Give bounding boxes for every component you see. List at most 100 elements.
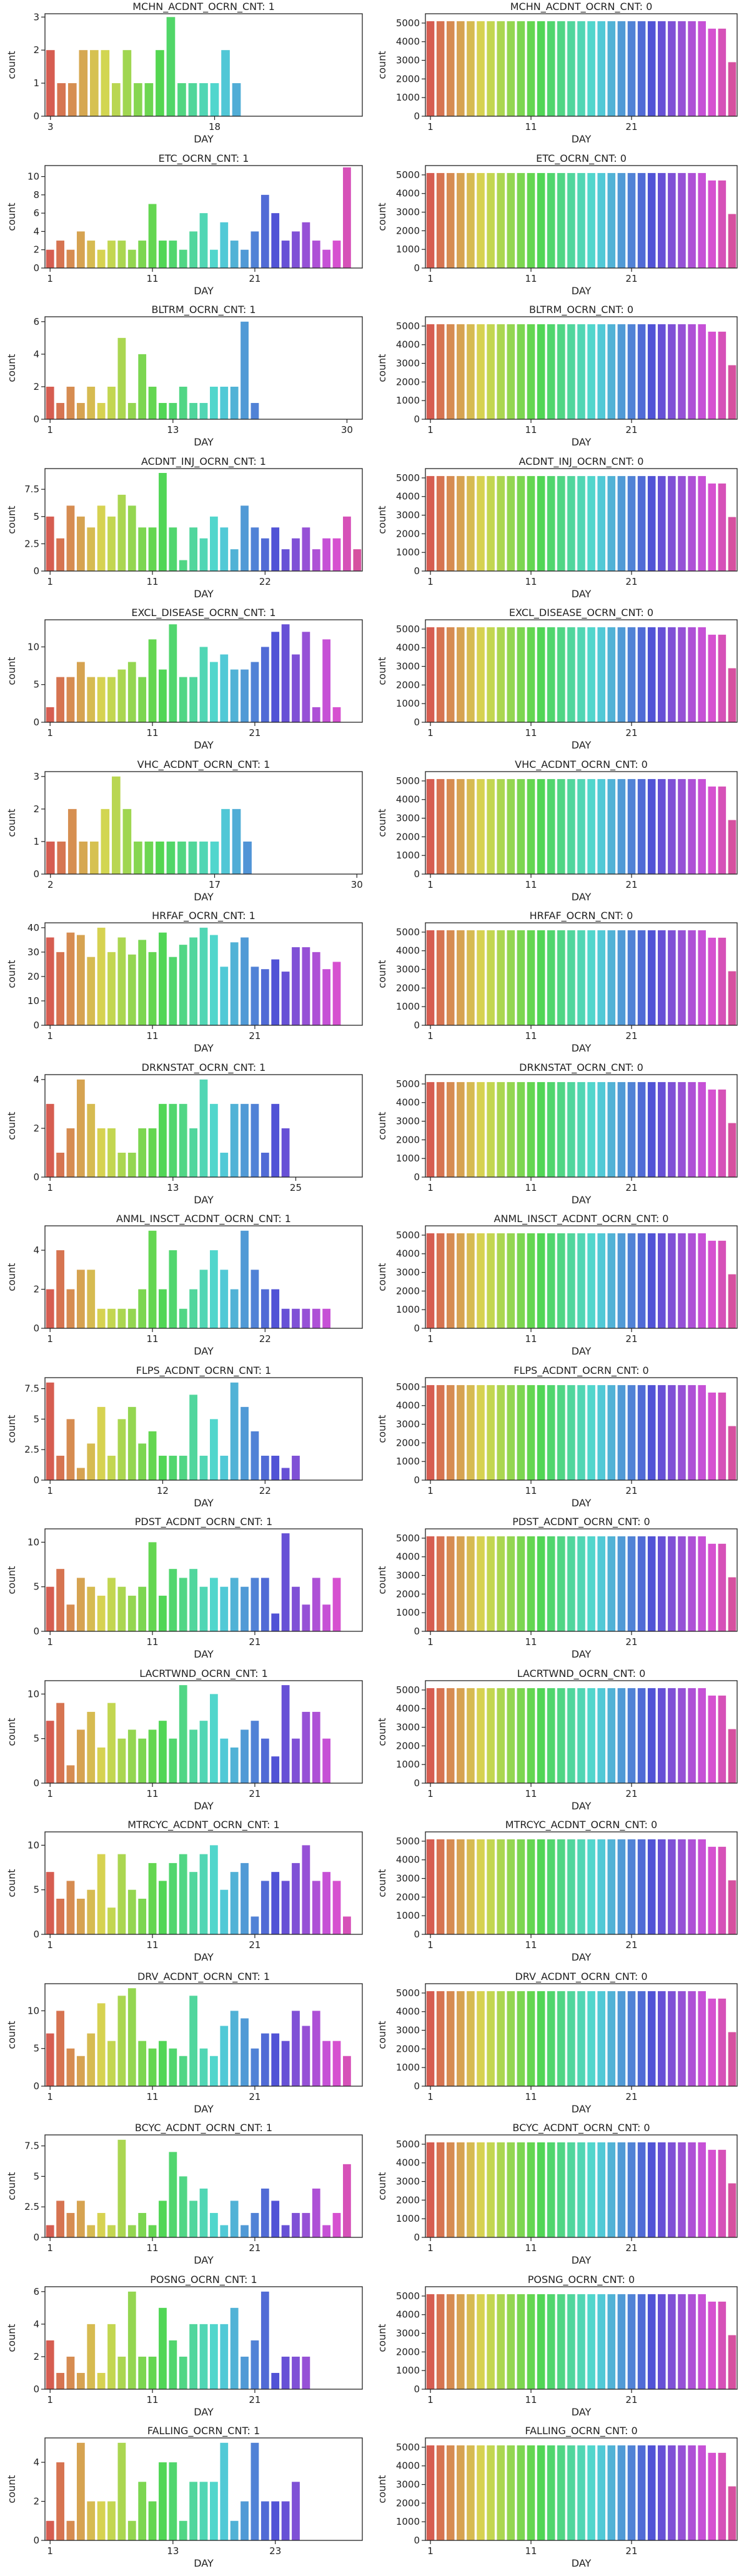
bar-3 — [446, 1233, 455, 1328]
chart-title: DRKNSTAT_OCRN_CNT: 0 — [519, 1062, 643, 1074]
bar-30 — [343, 1916, 351, 1934]
bar-27 — [312, 2011, 320, 2086]
bar-20 — [232, 83, 241, 116]
chart-panel-32: 0 2 4 1 13 23 FALLING_OCRN_CNT: 1 DAY count — [6, 2425, 363, 2569]
bar-11 — [527, 1536, 535, 1631]
bar-17 — [587, 2294, 595, 2389]
bar-23 — [271, 2501, 280, 2540]
y-tick-label: 2000 — [396, 1740, 420, 1751]
bar-15 — [567, 1839, 575, 1934]
x-tick-label: 21 — [249, 1636, 260, 1648]
bar-9 — [127, 2291, 136, 2389]
bar-11 — [527, 2294, 535, 2389]
bar-26 — [678, 172, 686, 268]
bar-16 — [199, 1721, 208, 1783]
bar-10 — [517, 930, 525, 1025]
bar-25 — [668, 1082, 676, 1177]
bar-18 — [597, 930, 605, 1025]
bar-6 — [477, 2445, 485, 2540]
bar-23 — [271, 2372, 280, 2389]
bar-21 — [250, 2212, 259, 2237]
bar-28 — [322, 1308, 331, 1328]
y-tick-label: 0 — [33, 2081, 39, 2092]
bar-8 — [497, 1385, 505, 1480]
bar-11 — [527, 1991, 535, 2086]
bar-10 — [517, 1385, 525, 1480]
bar-14 — [179, 1308, 187, 1328]
y-tick-label: 5000 — [396, 17, 420, 29]
bar-4 — [457, 324, 465, 419]
bar-2 — [56, 1898, 64, 1934]
bar-22 — [260, 1455, 269, 1480]
bar-7 — [487, 1233, 495, 1328]
bar-1 — [46, 2033, 54, 2086]
bar-23 — [271, 2033, 280, 2086]
x-tick-label: 1 — [427, 576, 434, 587]
bar-28 — [698, 2445, 706, 2540]
x-tick-label: 1 — [427, 727, 434, 738]
y-tick-label: 4 — [33, 2457, 39, 2468]
bar-20 — [617, 627, 626, 722]
bar-25 — [668, 2294, 676, 2389]
bar-15 — [177, 83, 186, 116]
bar-4 — [76, 2201, 85, 2237]
y-axis-label: count — [6, 960, 17, 988]
chart-title: LACRTWND_OCRN_CNT: 1 — [139, 1668, 268, 1680]
bar-1 — [46, 1289, 54, 1328]
bar-13 — [169, 1250, 177, 1328]
bar-27 — [312, 1578, 320, 1631]
plot-frame — [44, 13, 363, 117]
y-tick-label: 3000 — [396, 55, 420, 66]
x-axis-label: DAY — [572, 1951, 592, 1963]
bar-7 — [487, 1688, 495, 1783]
bar-20 — [617, 2294, 626, 2389]
bar-10 — [134, 841, 142, 874]
bar-24 — [658, 1385, 666, 1480]
bar-4 — [457, 2142, 465, 2237]
bar-6 — [97, 2501, 106, 2540]
bar-31 — [728, 214, 737, 268]
bar-5 — [87, 2501, 96, 2540]
x-tick-label: 1 — [427, 121, 434, 132]
bar-25 — [668, 778, 676, 874]
y-tick-label: 2.5 — [24, 538, 39, 549]
bar-25 — [668, 2445, 676, 2540]
x-tick-label: 1 — [427, 1939, 434, 1951]
bar-16 — [577, 1839, 585, 1934]
bar-4 — [457, 1536, 465, 1631]
bar-3 — [57, 841, 66, 874]
bar-16 — [577, 172, 585, 268]
y-axis-label: count — [6, 1111, 17, 1140]
bar-1 — [426, 2294, 435, 2389]
bar-19 — [607, 1991, 616, 2086]
bar-16 — [199, 841, 208, 874]
bar-5 — [87, 386, 96, 419]
y-tick-label: 5 — [33, 1884, 39, 1896]
bar-3 — [446, 172, 455, 268]
y-tick-label: 1000 — [396, 1304, 420, 1315]
bar-13 — [547, 1688, 555, 1783]
y-tick-label: 2 — [33, 1123, 39, 1134]
bar-28 — [322, 538, 331, 571]
x-tick-label: 22 — [259, 1485, 271, 1496]
bar-20 — [243, 841, 252, 874]
bar-24 — [658, 1688, 666, 1783]
bar-15 — [567, 1536, 575, 1631]
y-tick-label: 0 — [414, 111, 420, 122]
x-axis-label: DAY — [572, 285, 592, 297]
bar-11 — [148, 386, 157, 419]
bar-24 — [658, 172, 666, 268]
x-tick-label: 11 — [525, 1030, 537, 1042]
bar-18 — [597, 778, 605, 874]
y-axis-label: count — [376, 657, 388, 685]
bar-12 — [159, 1103, 167, 1177]
bar-8 — [117, 937, 126, 1025]
y-tick-label: 1000 — [396, 2365, 420, 2376]
bar-15 — [189, 231, 197, 268]
bar-12 — [537, 1082, 545, 1177]
bar-15 — [567, 475, 575, 571]
bar-29 — [708, 483, 717, 571]
